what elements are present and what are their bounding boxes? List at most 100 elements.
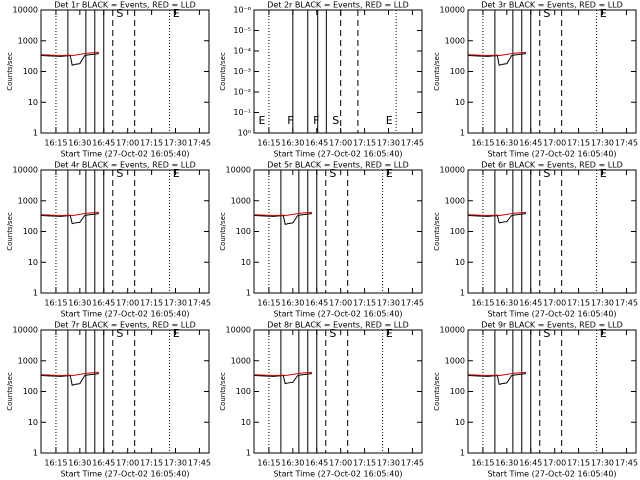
x-tick-label: 16:30	[495, 299, 518, 308]
x-tick-label: 16:30	[68, 139, 91, 148]
x-tick-label: 17:15	[353, 139, 376, 148]
flag-label: E	[600, 167, 607, 180]
x-tick-label: 16:30	[281, 459, 304, 468]
y-axis-label: Counts/sec	[433, 52, 441, 91]
x-axis-label: Start Time (27-Oct-02 16:05:40)	[273, 310, 402, 319]
x-tick-label: 16:45	[92, 139, 115, 148]
y-tick-label: 1000	[445, 36, 465, 45]
x-tick-label: 17:15	[567, 139, 590, 148]
y-tick-label: 10⁻¹	[233, 108, 251, 117]
y-tick-label: 10⁻⁶	[233, 6, 251, 15]
series-line	[468, 53, 527, 66]
y-tick-label: 10000	[13, 326, 38, 335]
x-tick-label: 16:45	[305, 459, 328, 468]
panel: Det 6r BLACK = Events, RED = LLD Start Ti…	[433, 161, 638, 319]
y-tick-label: 100	[236, 387, 251, 396]
y-tick-label: 1000	[445, 356, 465, 365]
x-tick-label: 17:45	[615, 459, 638, 468]
y-tick-label: 1	[246, 449, 251, 458]
x-tick-label: 17:00	[116, 139, 139, 148]
panel: Det 1r BLACK = Events, RED = LLD Start Ti…	[6, 1, 211, 159]
y-axis-label: Counts/sec	[219, 212, 227, 251]
x-tick-label: 17:15	[567, 459, 590, 468]
flag-label: E	[173, 7, 180, 20]
x-tick-label: 17:15	[353, 299, 376, 308]
plot-frame	[40, 329, 210, 454]
y-axis-label: Counts/sec	[219, 52, 227, 91]
flag-label: S	[332, 114, 339, 127]
y-tick-label: 1000	[18, 356, 38, 365]
flag-label: S	[543, 7, 550, 20]
x-tick-label: 16:45	[305, 299, 328, 308]
y-tick-label: 1	[460, 289, 465, 298]
y-tick-label: 10	[241, 258, 251, 267]
series-line	[41, 53, 100, 66]
x-tick-label: 16:45	[92, 459, 115, 468]
y-tick-label: 10	[28, 98, 38, 107]
y-tick-label: 10	[455, 418, 465, 427]
plot-frame	[467, 329, 637, 454]
y-tick-label: 10000	[226, 166, 251, 175]
x-tick-label: 16:30	[495, 459, 518, 468]
x-tick-label: 16:15	[257, 459, 280, 468]
x-tick-label: 17:45	[188, 459, 211, 468]
y-tick-label: 100	[23, 227, 38, 236]
y-tick-label: 10	[28, 258, 38, 267]
x-tick-label: 17:00	[543, 139, 566, 148]
y-tick-label: 1000	[231, 356, 251, 365]
panel: Det 2r BLACK = Events, RED = LLD Start Ti…	[219, 1, 424, 159]
y-tick-label: 1000	[18, 196, 38, 205]
flag-label: E	[259, 114, 266, 127]
y-tick-label: 1	[33, 449, 38, 458]
x-tick-label: 17:30	[377, 139, 400, 148]
x-tick-label: 17:30	[377, 299, 400, 308]
y-tick-label: 1000	[231, 196, 251, 205]
x-tick-label: 16:45	[519, 459, 542, 468]
flag-label: S	[329, 327, 336, 340]
x-tick-label: 17:45	[401, 459, 424, 468]
x-tick-label: 16:30	[495, 139, 518, 148]
flag-label: E	[386, 167, 393, 180]
series-line	[254, 371, 313, 377]
flag-label: E	[600, 7, 607, 20]
series-line	[41, 211, 100, 217]
y-tick-label: 10⁻⁵	[233, 26, 251, 35]
x-tick-label: 16:15	[471, 299, 494, 308]
plot-frame	[467, 169, 637, 294]
x-tick-label: 16:15	[44, 459, 67, 468]
plot-frame	[253, 169, 423, 294]
x-tick-label: 16:30	[281, 139, 304, 148]
y-axis-label: Counts/sec	[6, 212, 14, 251]
x-tick-label: 16:30	[68, 459, 91, 468]
y-axis-label: Counts/sec	[6, 52, 14, 91]
series-line	[254, 211, 313, 217]
chart-title: Det 2r BLACK = Events, RED = LLD	[267, 1, 409, 10]
flag-label: E	[386, 114, 393, 127]
y-tick-label: 1	[33, 129, 38, 138]
chart-title: Det 1r BLACK = Events, RED = LLD	[54, 1, 196, 10]
y-axis-label: Counts/sec	[219, 372, 227, 411]
x-tick-label: 17:45	[615, 299, 638, 308]
x-tick-label: 16:45	[519, 139, 542, 148]
plot-frame	[40, 169, 210, 294]
y-tick-label: 10000	[440, 166, 465, 175]
x-tick-label: 17:45	[401, 139, 424, 148]
series-line	[254, 373, 313, 385]
y-tick-label: 100	[450, 227, 465, 236]
chart-title: Det 3r BLACK = Events, RED = LLD	[481, 1, 623, 10]
x-tick-label: 17:00	[329, 139, 352, 148]
flag-label: S	[116, 327, 123, 340]
chart-title: Det 6r BLACK = Events, RED = LLD	[481, 161, 623, 170]
x-tick-label: 17:00	[329, 299, 352, 308]
flag-label: S	[116, 7, 123, 20]
panel: Det 5r BLACK = Events, RED = LLD Start Ti…	[219, 161, 424, 319]
flag-label: E	[173, 327, 180, 340]
x-tick-label: 16:15	[257, 139, 280, 148]
y-tick-label: 100	[236, 227, 251, 236]
y-tick-label: 10000	[440, 6, 465, 15]
y-tick-label: 10	[455, 98, 465, 107]
x-tick-label: 17:15	[567, 299, 590, 308]
y-tick-label: 100	[23, 387, 38, 396]
x-tick-label: 17:30	[377, 459, 400, 468]
flag-label: S	[543, 167, 550, 180]
